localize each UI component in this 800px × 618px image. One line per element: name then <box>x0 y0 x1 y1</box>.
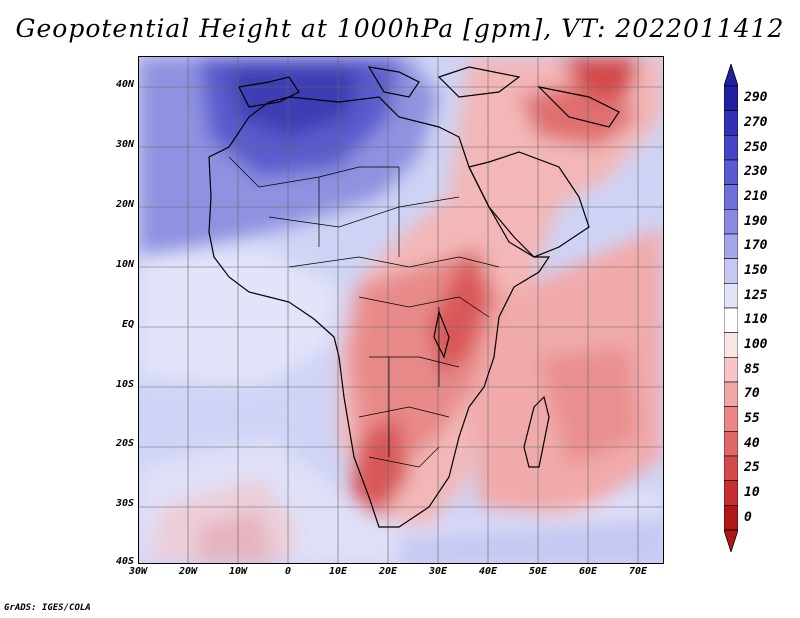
lon-label-20e: 20E <box>378 566 398 577</box>
lon-label-10w: 10W <box>228 566 248 577</box>
colorbar-level-label: 170 <box>744 238 768 254</box>
colorbar <box>724 64 738 552</box>
colorbar-swatch <box>724 431 738 457</box>
coastlines <box>208 66 620 528</box>
colorbar-level-label: 10 <box>744 485 760 500</box>
colorbar-swatch <box>724 283 738 309</box>
colorbar-level-label: 70 <box>744 386 760 402</box>
colorbar-level-label: 230 <box>744 164 768 180</box>
graticule <box>139 57 663 563</box>
colorbar-level-label: 0 <box>744 509 752 525</box>
lon-label-50e: 50E <box>528 566 548 577</box>
lat-label-40n: 40N <box>115 79 134 90</box>
lon-label-20w: 20W <box>178 566 198 577</box>
colorbar-swatch <box>724 357 738 383</box>
map-panel <box>138 56 664 564</box>
colorbar-swatch <box>724 110 738 136</box>
colorbar-level-label: 250 <box>744 139 768 155</box>
lon-label-10e: 10E <box>328 566 348 577</box>
lat-label-30n: 30N <box>115 139 134 150</box>
colorbar-swatch <box>724 184 738 210</box>
lon-label-60e: 60E <box>578 566 598 577</box>
credit-text: GrADS: IGES/COLA <box>4 603 91 613</box>
colorbar-swatch <box>724 455 738 481</box>
colorbar-level-label: 100 <box>744 337 768 352</box>
colorbar-swatch <box>724 307 738 333</box>
colorbar-level-label: 125 <box>744 287 768 303</box>
lon-label-40e: 40E <box>478 566 498 577</box>
colorbar-level-label: 25 <box>744 460 760 476</box>
colorbar-level-label: 190 <box>744 213 768 229</box>
colorbar-swatch <box>724 381 738 407</box>
lon-label-30w: 30W <box>128 566 148 577</box>
lat-label-10n: 10N <box>115 259 134 270</box>
colorbar-swatch <box>724 135 738 161</box>
colorbar-swatch <box>724 233 738 259</box>
height-field <box>139 57 663 563</box>
colorbar-level-label: 210 <box>744 189 768 204</box>
lon-label-0: 0 <box>284 566 292 577</box>
colorbar-level-label: 290 <box>744 90 768 106</box>
colorbar-level-label: 110 <box>744 312 768 328</box>
lon-label-30e: 30E <box>428 566 448 577</box>
colorbar-level-label: 85 <box>744 361 760 377</box>
colorbar-level-label: 40 <box>744 435 760 451</box>
lat-label-20n: 20N <box>115 199 134 210</box>
colorbar-level-label: 270 <box>744 115 768 130</box>
colorbar-level-label: 55 <box>744 411 760 426</box>
colorbar-bottom-arrow <box>724 529 738 552</box>
colorbar-swatch <box>724 159 738 185</box>
colorbar-swatch <box>724 209 738 235</box>
colorbar-swatch <box>724 332 738 358</box>
colorbar-top-arrow <box>724 64 738 87</box>
lat-label-20s: 20S <box>115 438 134 449</box>
colorbar-swatch <box>724 480 738 506</box>
chart-title: Geopotential Height at 1000hPa [gpm], VT… <box>15 14 785 43</box>
colorbar-swatch <box>724 406 738 432</box>
lon-label-70e: 70E <box>628 566 648 577</box>
lat-label-30s: 30S <box>115 498 134 509</box>
lat-label-eq: EQ <box>121 319 134 330</box>
lat-label-10s: 10S <box>115 379 134 390</box>
colorbar-swatch <box>724 258 738 284</box>
lat-label-40s: 40S <box>115 556 134 567</box>
colorbar-swatch <box>724 85 738 111</box>
colorbar-swatch <box>724 505 738 531</box>
colorbar-level-label: 150 <box>744 263 768 278</box>
